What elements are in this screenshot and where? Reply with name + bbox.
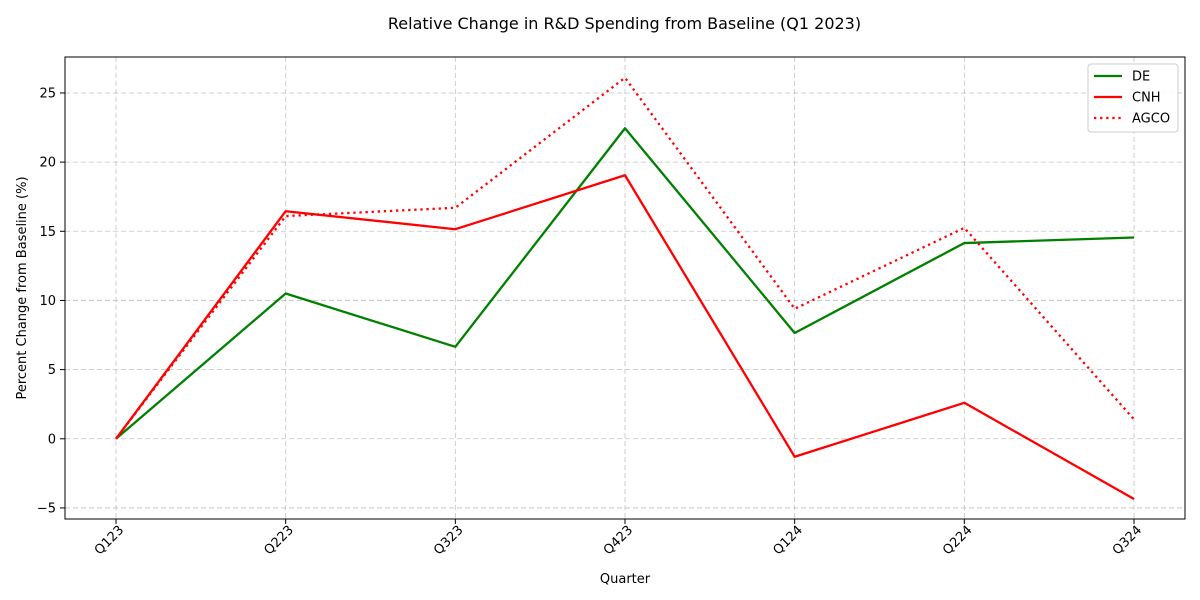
y-tick-label: 25 [39,86,56,101]
legend: DE CNH AGCO [1087,63,1179,133]
chart-title: Relative Change in R&D Spending from Bas… [388,14,861,33]
x-tick-label: Q123 [92,523,127,558]
x-axis: Q123 Q223 Q323 Q423 Q124 Q224 Q324 [92,519,1145,558]
y-tick-label: 0 [48,432,56,447]
x-tick-label: Q223 [261,523,296,558]
legend-box [1087,63,1179,133]
y-tick-label: 20 [39,156,56,171]
legend-label-agco: AGCO [1132,112,1170,127]
series-line-cnh [115,174,1135,500]
x-tick-label: Q224 [940,523,975,558]
y-tick-label: 10 [39,294,56,309]
x-axis-label: Quarter [600,572,651,587]
series-line-de [115,127,1135,440]
y-tick-label: 15 [39,225,56,240]
y-tick-label: 5 [48,363,56,378]
legend-label-cnh: CNH [1132,91,1161,106]
y-axis-label: Percent Change from Baseline (%) [15,176,30,399]
x-tick-label: Q324 [1110,523,1145,558]
grid [65,57,1185,519]
x-tick-label: Q423 [601,523,636,558]
legend-label-de: DE [1132,70,1150,85]
y-axis: −5 0 5 10 15 20 25 [37,86,65,516]
y-tick-label: −5 [37,501,56,516]
x-tick-label: Q323 [431,523,466,558]
x-tick-label: Q124 [770,523,805,558]
series-lines [115,76,1135,500]
